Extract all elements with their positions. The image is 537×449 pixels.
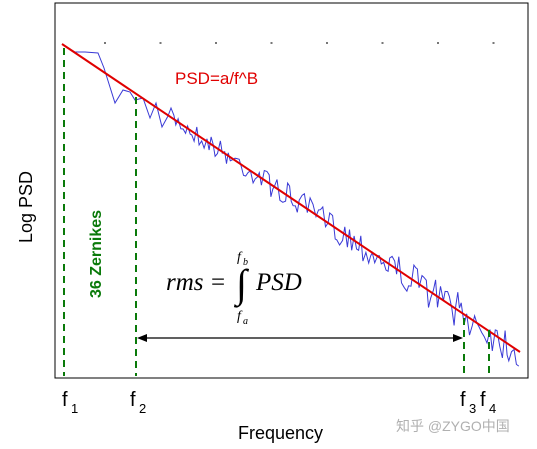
svg-text:f: f	[480, 389, 486, 411]
marker-label-f2: f 2	[130, 389, 146, 416]
top-dot	[326, 42, 328, 44]
watermark: 知乎 @ZYGO中国	[396, 418, 510, 434]
svg-text:PSD: PSD	[255, 269, 302, 296]
top-dot	[159, 42, 162, 44]
svg-text:f: f	[62, 389, 68, 411]
top-dot	[437, 42, 439, 44]
range-arrow	[137, 334, 463, 342]
marker-label-f3: f 3	[460, 389, 476, 416]
psd-data-line	[61, 43, 520, 367]
svg-text:1: 1	[71, 401, 78, 416]
svg-text:4: 4	[489, 401, 496, 416]
svg-text:b: b	[243, 257, 248, 268]
integral-sign: ∫	[233, 261, 250, 308]
svg-text:f: f	[237, 250, 243, 265]
marker-label-f1: f 1	[62, 389, 78, 416]
top-dot	[104, 42, 106, 44]
rms-equation: rms = ∫ f b f a PSD	[166, 250, 302, 327]
svg-text:f: f	[237, 309, 243, 324]
svg-text:f: f	[130, 389, 136, 411]
zernike-label: 36 Zernikes	[88, 210, 105, 298]
svg-text:f: f	[460, 389, 466, 411]
x-axis-label: Frequency	[238, 423, 323, 443]
top-dot	[270, 42, 273, 44]
plot-frame	[54, 2, 529, 379]
svg-text:3: 3	[469, 401, 476, 416]
top-dot	[215, 42, 217, 44]
top-dot	[381, 42, 384, 44]
fit-line	[61, 43, 521, 353]
top-dot	[492, 42, 495, 44]
svg-text:rms: rms	[166, 269, 204, 296]
marker-label-f4: f 4	[480, 389, 496, 416]
top-dots	[104, 42, 495, 44]
fit-label: PSD=a/f^B	[175, 69, 258, 88]
svg-text:2: 2	[139, 401, 146, 416]
svg-text:=: =	[211, 269, 225, 296]
svg-text:a: a	[243, 316, 248, 327]
y-axis-label: Log PSD	[16, 171, 36, 243]
